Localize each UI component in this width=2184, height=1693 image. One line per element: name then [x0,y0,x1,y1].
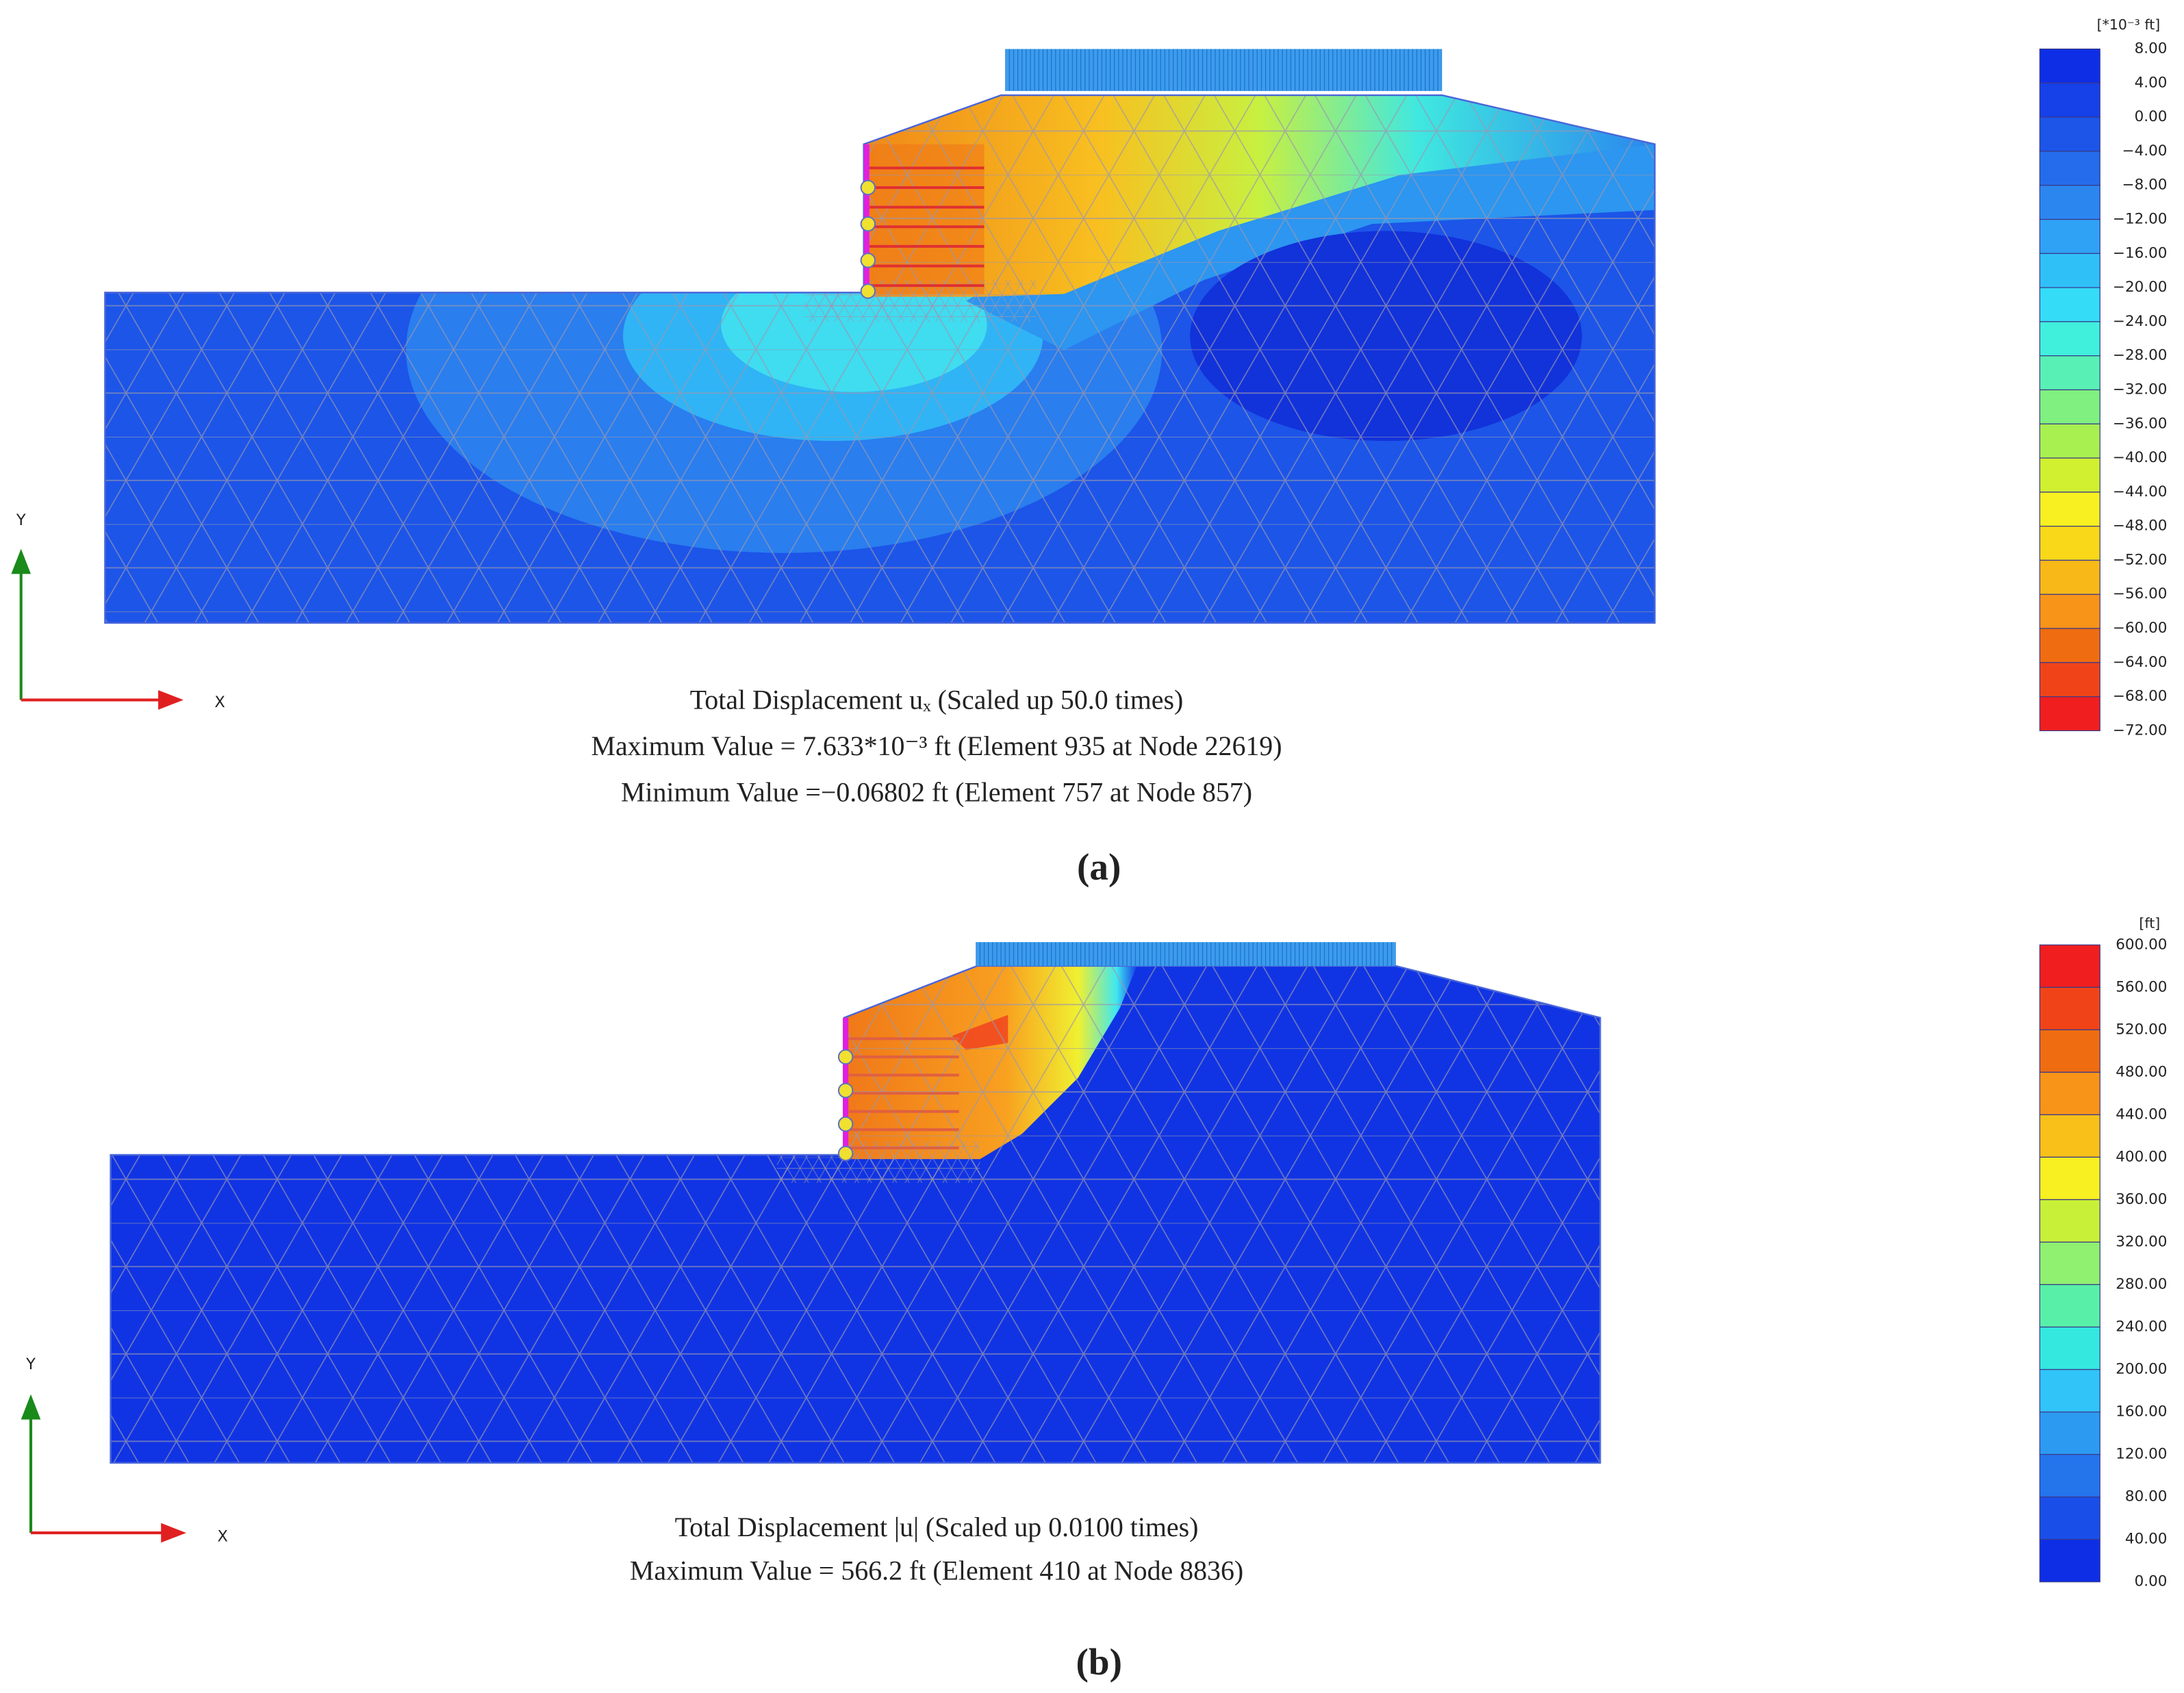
legend-tick-label: 480.00 [2116,1063,2167,1080]
reinforcement-a [860,144,985,299]
legend-tick-label: 40.00 [2125,1531,2167,1548]
legend-band [2039,1284,2100,1328]
axis-indicator [11,548,187,1543]
legend-tick-label: 520.00 [2116,1021,2167,1038]
legend-band [2039,628,2100,663]
legend-band [2039,1326,2100,1371]
legend-band [2039,185,2100,220]
legend-band [2039,559,2100,595]
legend-tick-label: −12.00 [2113,211,2167,228]
legend-band [2039,287,2100,322]
legend-tick-label: 440.00 [2116,1106,2167,1123]
legend-band [2039,944,2100,988]
legend-band [2039,492,2100,527]
legend-tick-label: 320.00 [2116,1233,2167,1250]
model-a [105,95,1655,623]
legend-tick-label: −4.00 [2122,142,2168,160]
legend-band [2039,1411,2100,1455]
legend-tick-label: 560.00 [2116,978,2167,995]
legend-band [2039,48,2100,84]
legend-tick-label: −64.00 [2113,654,2167,671]
legend-tick-label: 160.00 [2116,1403,2167,1421]
legend-unit: [*10⁻³ ft] [2097,16,2161,33]
legend-band [2039,986,2100,1030]
legend-tick-label: −20.00 [2113,279,2167,296]
legend-tick-label: 360.00 [2116,1191,2167,1208]
legend-band [2039,1539,2100,1583]
legend-band [2039,82,2100,118]
reinforcement-b [837,1017,959,1162]
legend-tick-label: 400.00 [2116,1148,2167,1165]
legend-band [2039,321,2100,357]
axis-label-y: Y [25,1355,36,1373]
legend-tick-label: 280.00 [2116,1275,2167,1293]
legend-band [2039,253,2100,288]
legend-tick-label: −44.00 [2113,483,2167,500]
legend-tick-label: 0.00 [2135,1573,2168,1590]
caption: Maximum Value = 566.2 ft (Element 410 at… [630,1555,1243,1586]
legend-band [2039,1029,2100,1073]
legend-tick-label: −52.00 [2113,551,2167,568]
axis-label-x: X [217,1528,227,1546]
panel-label: (b) [1076,1641,1121,1683]
caption: Maximum Value = 7.633*10⁻³ ft (Element 9… [592,730,1282,761]
model-b [110,965,1601,1463]
legend-band [2039,696,2100,732]
legend-tick-label: −8.00 [2122,177,2168,194]
legend-tick-label: −16.00 [2113,244,2167,262]
caption: Minimum Value =−0.06802 ft (Element 757 … [621,777,1252,808]
legend-tick-label: 0.00 [2135,108,2168,125]
legend-band [2039,594,2100,629]
legend-tick-label: 4.00 [2135,74,2168,91]
legend-tick-label: −24.00 [2113,313,2167,330]
load [976,942,1396,966]
legend-band [2039,662,2100,698]
caption: Total Displacement uₓ (Scaled up 50.0 ti… [690,685,1184,715]
legend-band [2039,526,2100,561]
legend-unit: [ft] [2139,915,2160,932]
legend-tick-label: 8.00 [2135,40,2168,58]
legend-tick-label: −72.00 [2113,722,2167,739]
legend-band [2039,1241,2100,1286]
legend-band [2039,116,2100,152]
legend-tick-label: −56.00 [2113,585,2167,602]
legend-band [2039,423,2100,459]
legend-band [2039,389,2100,424]
legend-tick-label: 200.00 [2116,1361,2167,1378]
legend-tick-label: −40.00 [2113,449,2167,466]
legend-band [2039,1071,2100,1115]
legend-tick-label: −36.00 [2113,415,2167,432]
legend-band [2039,151,2100,186]
legend-band [2039,457,2100,493]
legend-tick-label: 120.00 [2116,1446,2167,1463]
legend-tick-label: −28.00 [2113,347,2167,364]
legend-band [2039,1496,2100,1540]
legend-band [2039,1453,2100,1498]
legend-tick-label: −60.00 [2113,620,2167,637]
legend-band [2039,1199,2100,1243]
legend-tick-label: 80.00 [2125,1488,2167,1505]
legend-tick-label: −32.00 [2113,381,2167,398]
legend-band [2039,218,2100,254]
caption: Total Displacement |u| (Scaled up 0.0100… [675,1512,1199,1542]
legend-tick-label: −68.00 [2113,688,2167,705]
panel-label: (a) [1077,846,1121,888]
axis-label-y: Y [16,511,26,529]
legend-band [2039,355,2100,391]
legend-band [2039,1156,2100,1201]
legend-tick-label: 240.00 [2116,1318,2167,1335]
legend-band [2039,1369,2100,1413]
axis-label-x: X [214,693,225,711]
load [1005,49,1443,91]
legend-band [2039,1114,2100,1158]
legend-tick-label: 600.00 [2116,936,2167,953]
legend-tick-label: −48.00 [2113,518,2167,535]
